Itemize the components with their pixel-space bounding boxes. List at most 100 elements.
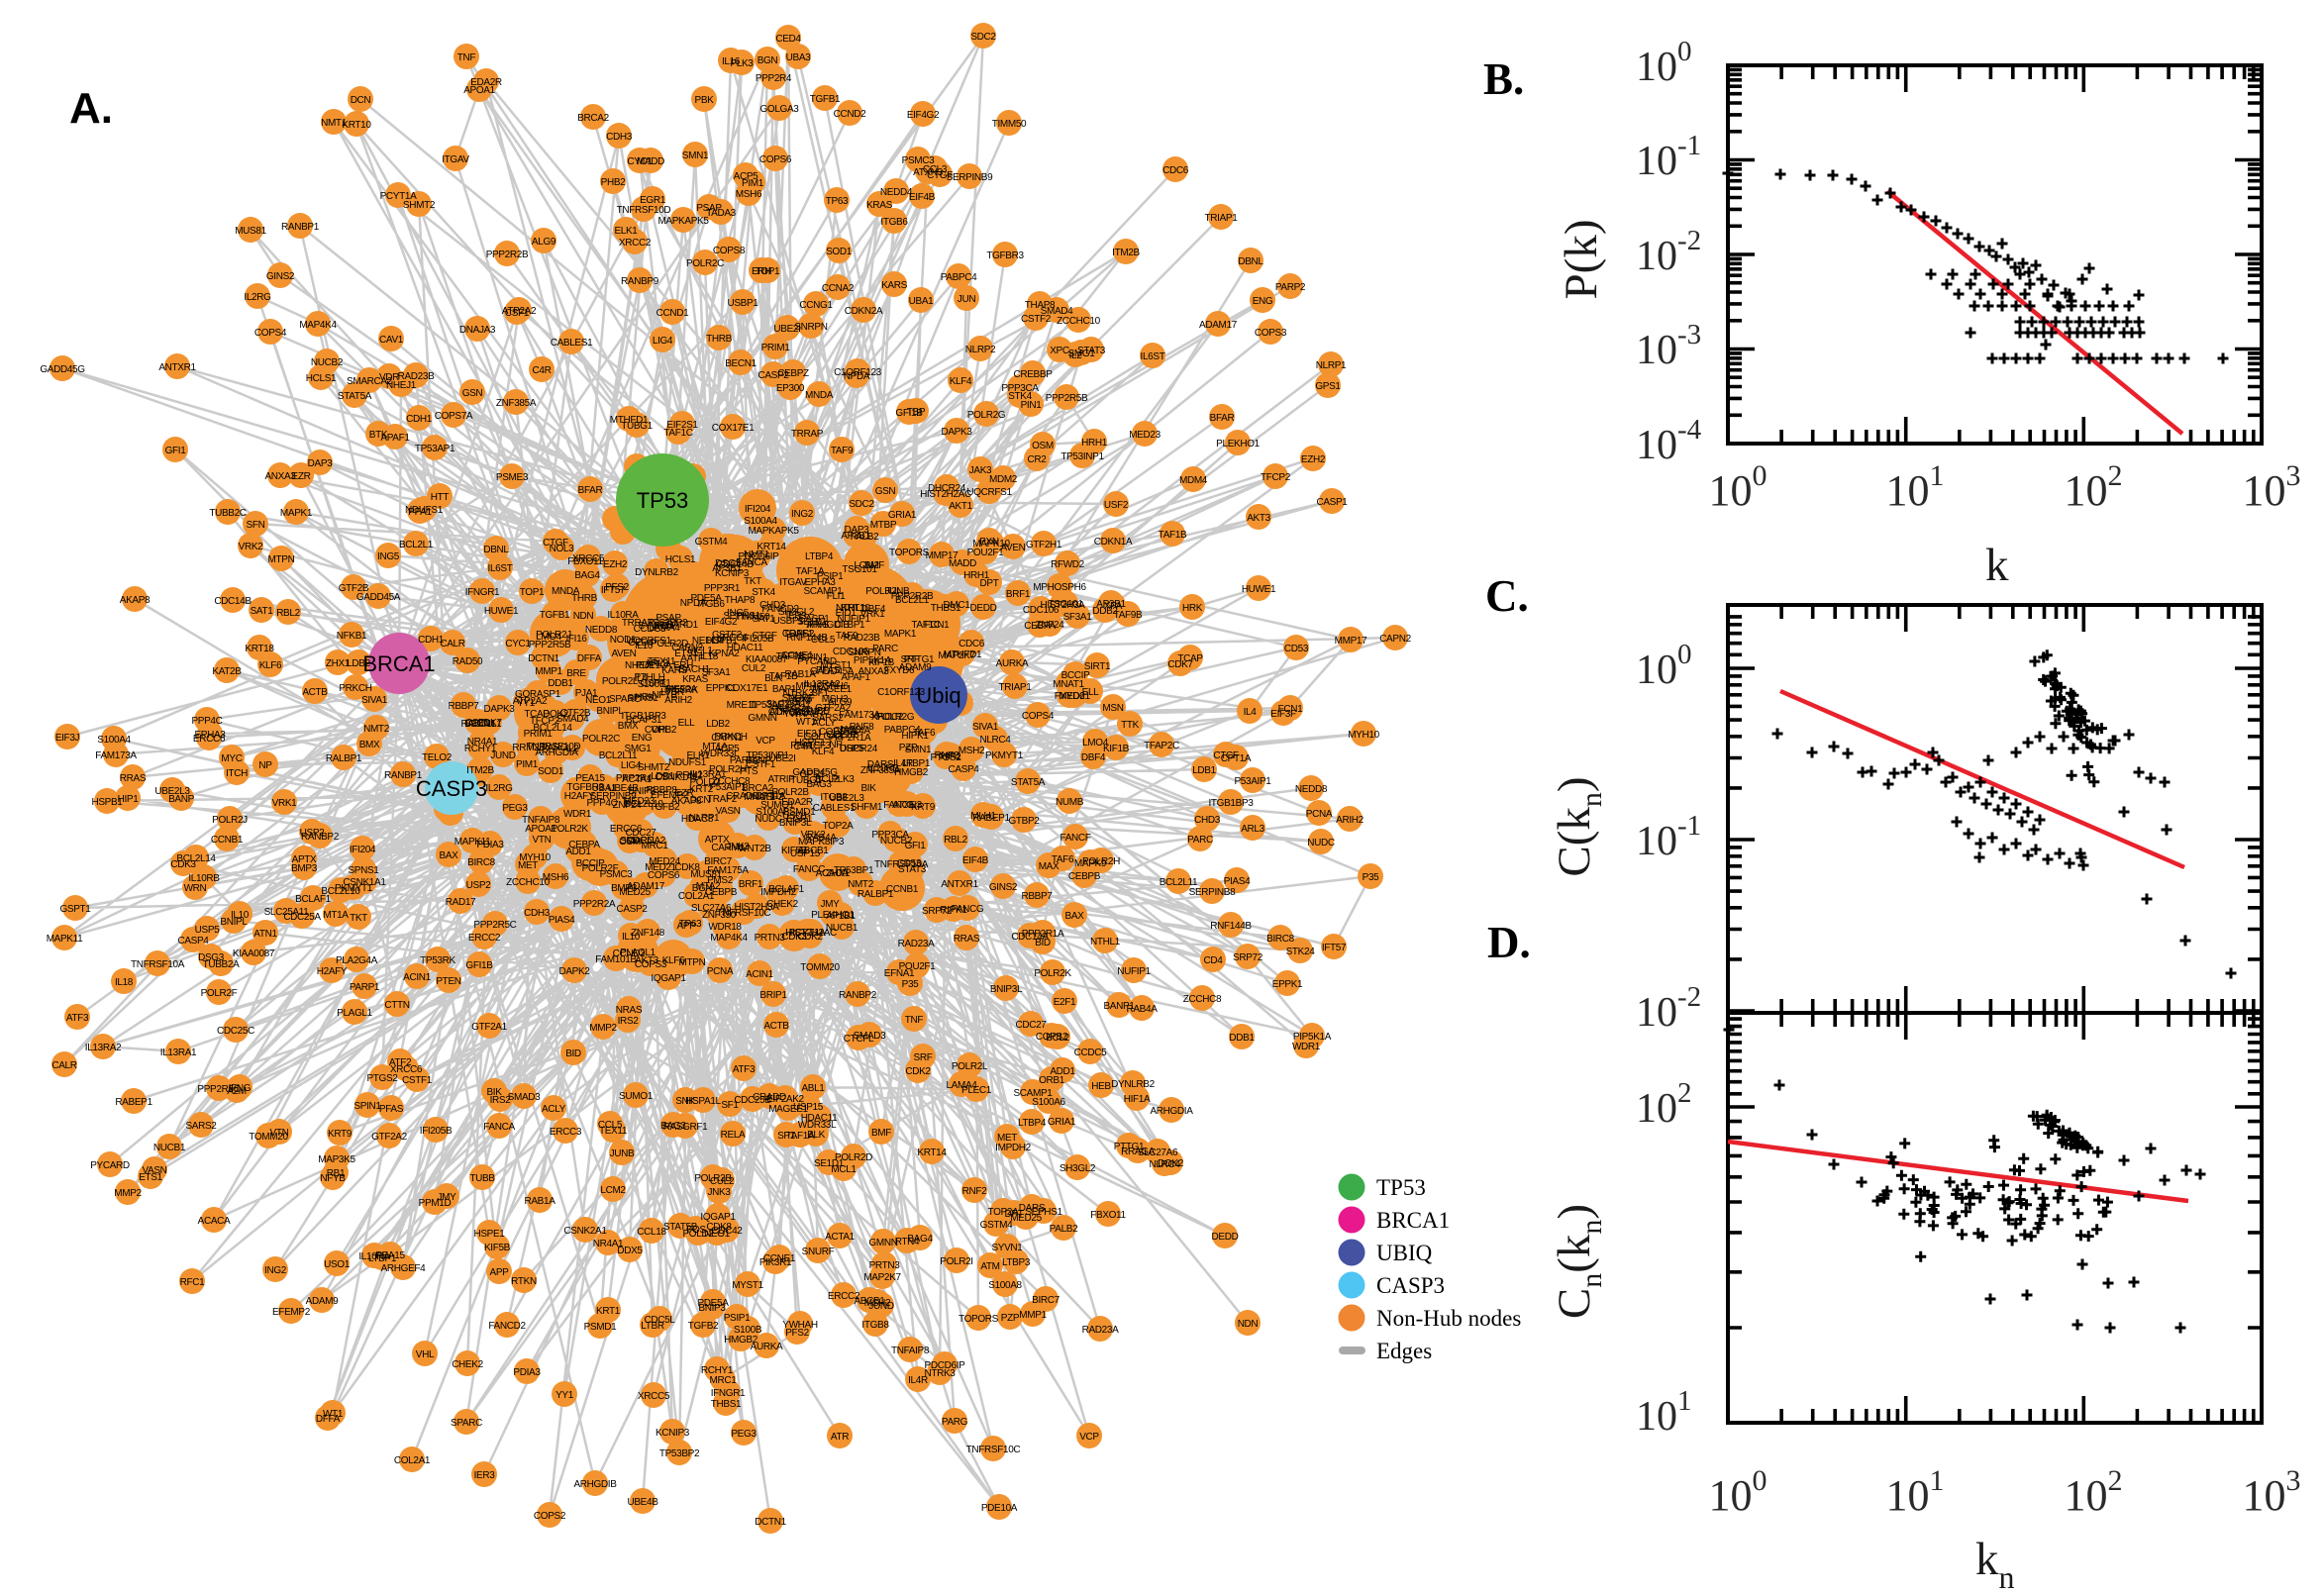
svg-text:UBE4B: UBE4B xyxy=(607,783,639,794)
svg-text:ACTB: ACTB xyxy=(763,1021,789,1032)
svg-text:PLAGL1: PLAGL1 xyxy=(337,1008,372,1019)
svg-text:KRT9: KRT9 xyxy=(328,1129,353,1140)
svg-text:COPS2: COPS2 xyxy=(534,1511,566,1522)
svg-text:COPB2: COPB2 xyxy=(1036,1032,1068,1043)
svg-text:SHFM1: SHFM1 xyxy=(851,802,883,813)
svg-text:BRCA1: BRCA1 xyxy=(1376,1208,1450,1233)
svg-text:CDH1: CDH1 xyxy=(406,414,433,425)
svg-text:CCL3: CCL3 xyxy=(923,164,948,175)
svg-text:DAPK3: DAPK3 xyxy=(941,427,972,438)
svg-text:RRM2: RRM2 xyxy=(676,770,704,781)
svg-text:PARP2: PARP2 xyxy=(730,755,760,766)
svg-text:DYNLRB2: DYNLRB2 xyxy=(1111,1079,1155,1090)
svg-text:BAG4: BAG4 xyxy=(574,570,600,581)
svg-text:PEG3: PEG3 xyxy=(502,803,528,814)
svg-text:NFKB1: NFKB1 xyxy=(337,631,367,642)
svg-text:CASP4: CASP4 xyxy=(177,936,209,947)
svg-text:CTCF: CTCF xyxy=(752,631,777,642)
svg-text:CDC6: CDC6 xyxy=(1162,165,1189,176)
svg-text:BCL2L1: BCL2L1 xyxy=(399,540,434,550)
svg-text:S100A4: S100A4 xyxy=(97,735,131,746)
svg-text:ANTXR1: ANTXR1 xyxy=(941,879,978,890)
svg-text:BIRC8: BIRC8 xyxy=(1266,934,1294,945)
svg-text:RNF2: RNF2 xyxy=(935,750,960,761)
svg-text:ADD1: ADD1 xyxy=(1050,1066,1075,1077)
svg-text:BCAP31: BCAP31 xyxy=(626,715,662,726)
svg-text:RBL2: RBL2 xyxy=(944,835,967,846)
svg-text:TRAF1: TRAF1 xyxy=(783,629,814,640)
svg-text:BAX: BAX xyxy=(1065,911,1085,922)
svg-text:GINS2: GINS2 xyxy=(989,882,1018,893)
svg-text:ITGB6: ITGB6 xyxy=(697,599,725,610)
svg-text:MAPK8IP3: MAPK8IP3 xyxy=(798,837,845,848)
svg-text:DNAJA3: DNAJA3 xyxy=(459,325,496,336)
svg-text:P35: P35 xyxy=(902,979,920,990)
svg-text:RELA: RELA xyxy=(721,1130,746,1141)
svg-text:NEDD8: NEDD8 xyxy=(1295,784,1328,795)
svg-text:VHL: VHL xyxy=(652,725,670,736)
svg-text:MTBP: MTBP xyxy=(870,520,897,531)
svg-text:RANBP9: RANBP9 xyxy=(621,276,659,287)
svg-text:STK4: STK4 xyxy=(752,587,775,598)
svg-text:TTK: TTK xyxy=(1121,720,1140,731)
svg-text:DAP3: DAP3 xyxy=(308,458,334,469)
svg-text:TRIAP1: TRIAP1 xyxy=(1205,213,1239,224)
svg-text:DCTN1: DCTN1 xyxy=(755,1517,786,1528)
svg-text:ZCCHC10: ZCCHC10 xyxy=(1057,316,1100,327)
svg-text:BCL2L14: BCL2L14 xyxy=(176,853,216,864)
svg-text:UBE2L3: UBE2L3 xyxy=(154,786,190,797)
svg-text:IFT57: IFT57 xyxy=(1322,943,1347,953)
svg-text:TNFRSF10C: TNFRSF10C xyxy=(966,1445,1021,1455)
svg-text:CDC27: CDC27 xyxy=(1015,1020,1047,1031)
svg-text:ADAM17: ADAM17 xyxy=(1199,320,1238,331)
svg-text:CEBPB: CEBPB xyxy=(1068,871,1101,882)
svg-text:Non-Hub nodes: Non-Hub nodes xyxy=(1376,1306,1521,1331)
svg-text:JMY: JMY xyxy=(821,899,841,910)
svg-text:BNIP3L: BNIP3L xyxy=(990,984,1023,995)
svg-text:NRAS: NRAS xyxy=(616,1005,643,1016)
svg-text:CAPN1: CAPN1 xyxy=(711,733,743,744)
svg-text:PCYT1A: PCYT1A xyxy=(380,191,417,202)
svg-text:SNK: SNK xyxy=(675,1096,695,1107)
svg-text:EDA2R: EDA2R xyxy=(781,797,813,808)
svg-text:VRK1: VRK1 xyxy=(272,798,298,809)
svg-text:CSNK2A1: CSNK2A1 xyxy=(563,1226,607,1237)
svg-text:CPT1A: CPT1A xyxy=(1221,753,1252,764)
svg-text:TOP1: TOP1 xyxy=(756,266,780,277)
svg-text:MSH3: MSH3 xyxy=(822,694,849,705)
svg-text:RAD23B: RAD23B xyxy=(844,633,880,644)
svg-text:ERCC3: ERCC3 xyxy=(550,1127,582,1138)
svg-text:SOD1: SOD1 xyxy=(538,766,564,777)
svg-text:BRF1: BRF1 xyxy=(739,879,763,890)
svg-text:SF1: SF1 xyxy=(721,1100,739,1111)
svg-text:BNIPL: BNIPL xyxy=(596,706,624,717)
svg-text:NUDC: NUDC xyxy=(755,814,782,825)
svg-text:ELK1: ELK1 xyxy=(614,226,638,237)
svg-text:NUMB: NUMB xyxy=(1056,797,1084,808)
svg-text:PSME3: PSME3 xyxy=(496,472,529,483)
svg-text:HRH1: HRH1 xyxy=(963,570,990,581)
svg-text:IL2RG: IL2RG xyxy=(244,292,271,303)
svg-text:IL4R: IL4R xyxy=(893,758,913,769)
svg-text:SPARC: SPARC xyxy=(609,694,641,705)
svg-text:MMP2: MMP2 xyxy=(589,1023,617,1034)
svg-text:ABCB1: ABCB1 xyxy=(854,1296,885,1307)
svg-text:USP15: USP15 xyxy=(793,1102,824,1113)
svg-text:PSMC3: PSMC3 xyxy=(600,869,633,880)
svg-text:PDE10A: PDE10A xyxy=(981,1503,1018,1514)
svg-text:COPS6: COPS6 xyxy=(648,870,680,881)
svg-text:TSG101: TSG101 xyxy=(1048,599,1083,610)
svg-text:TNFRSF10D: TNFRSF10D xyxy=(617,205,671,216)
svg-text:RALBP1: RALBP1 xyxy=(858,889,894,900)
svg-text:PPP4C: PPP4C xyxy=(191,716,222,727)
svg-text:MED21: MED21 xyxy=(1059,691,1090,702)
svg-text:ALG9: ALG9 xyxy=(532,237,556,248)
svg-text:ADAM9: ADAM9 xyxy=(306,1296,339,1307)
svg-text:ATN1: ATN1 xyxy=(253,929,277,940)
svg-text:FANCA: FANCA xyxy=(483,1122,515,1133)
svg-text:MYST1: MYST1 xyxy=(820,660,852,671)
svg-text:PIAS4: PIAS4 xyxy=(1224,876,1251,887)
svg-text:VCP: VCP xyxy=(1079,1432,1099,1443)
svg-text:KLF6: KLF6 xyxy=(259,660,282,671)
svg-text:ACIN1: ACIN1 xyxy=(746,969,773,980)
